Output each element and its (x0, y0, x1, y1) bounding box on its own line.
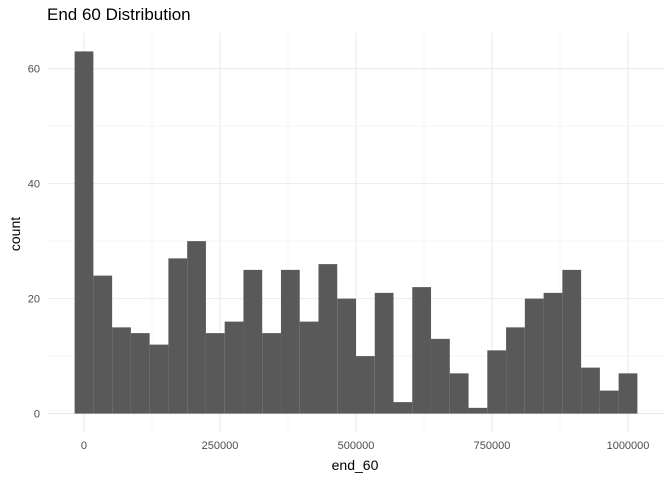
histogram-bar (581, 367, 600, 414)
histogram-bar (187, 241, 206, 414)
histogram-bar (243, 269, 263, 414)
histogram-bar (280, 269, 300, 414)
histogram-bar (449, 373, 469, 414)
y-axis-tick-labels: 0 20 40 60 (28, 64, 40, 421)
histogram-bar (468, 407, 488, 414)
histogram-bar (168, 258, 188, 414)
x-tick-label: 750000 (474, 440, 511, 452)
y-axis-title: count (7, 217, 23, 251)
x-tick-label: 250000 (202, 440, 239, 452)
histogram-bar (506, 327, 525, 414)
histogram-bar (412, 287, 432, 414)
histogram-bar (205, 333, 225, 414)
histogram-bar (112, 327, 131, 414)
histogram-bar (431, 338, 450, 414)
histogram-bar (93, 275, 113, 414)
x-axis-tick-labels: 0 250000 500000 750000 1000000 (81, 440, 649, 452)
histogram-bar (149, 344, 169, 414)
histogram-bar (487, 350, 507, 414)
y-tick-label: 40 (28, 179, 40, 191)
histogram-bar (74, 51, 94, 414)
histogram-bar (337, 298, 357, 414)
histogram-bar (262, 333, 281, 414)
chart-title: End 60 Distribution (47, 5, 191, 24)
histogram-bar (393, 402, 413, 414)
x-axis-title: end_60 (332, 457, 379, 473)
y-tick-label: 0 (34, 409, 40, 421)
histogram-bar (355, 356, 375, 414)
x-tick-label: 1000000 (607, 440, 650, 452)
histogram-bars (74, 51, 638, 414)
histogram-bar (562, 269, 582, 414)
histogram-bar (224, 321, 244, 414)
x-tick-label: 0 (81, 440, 87, 452)
y-tick-label: 60 (28, 64, 40, 76)
histogram-bar (524, 298, 544, 414)
histogram-bar (318, 264, 338, 414)
histogram-bar (599, 390, 619, 414)
x-tick-label: 500000 (338, 440, 375, 452)
histogram-bar (543, 292, 563, 414)
histogram-bar (618, 373, 638, 414)
histogram-bar (374, 292, 394, 414)
y-tick-label: 20 (28, 294, 40, 306)
histogram-bar (130, 333, 150, 414)
histogram-bar (299, 321, 319, 414)
